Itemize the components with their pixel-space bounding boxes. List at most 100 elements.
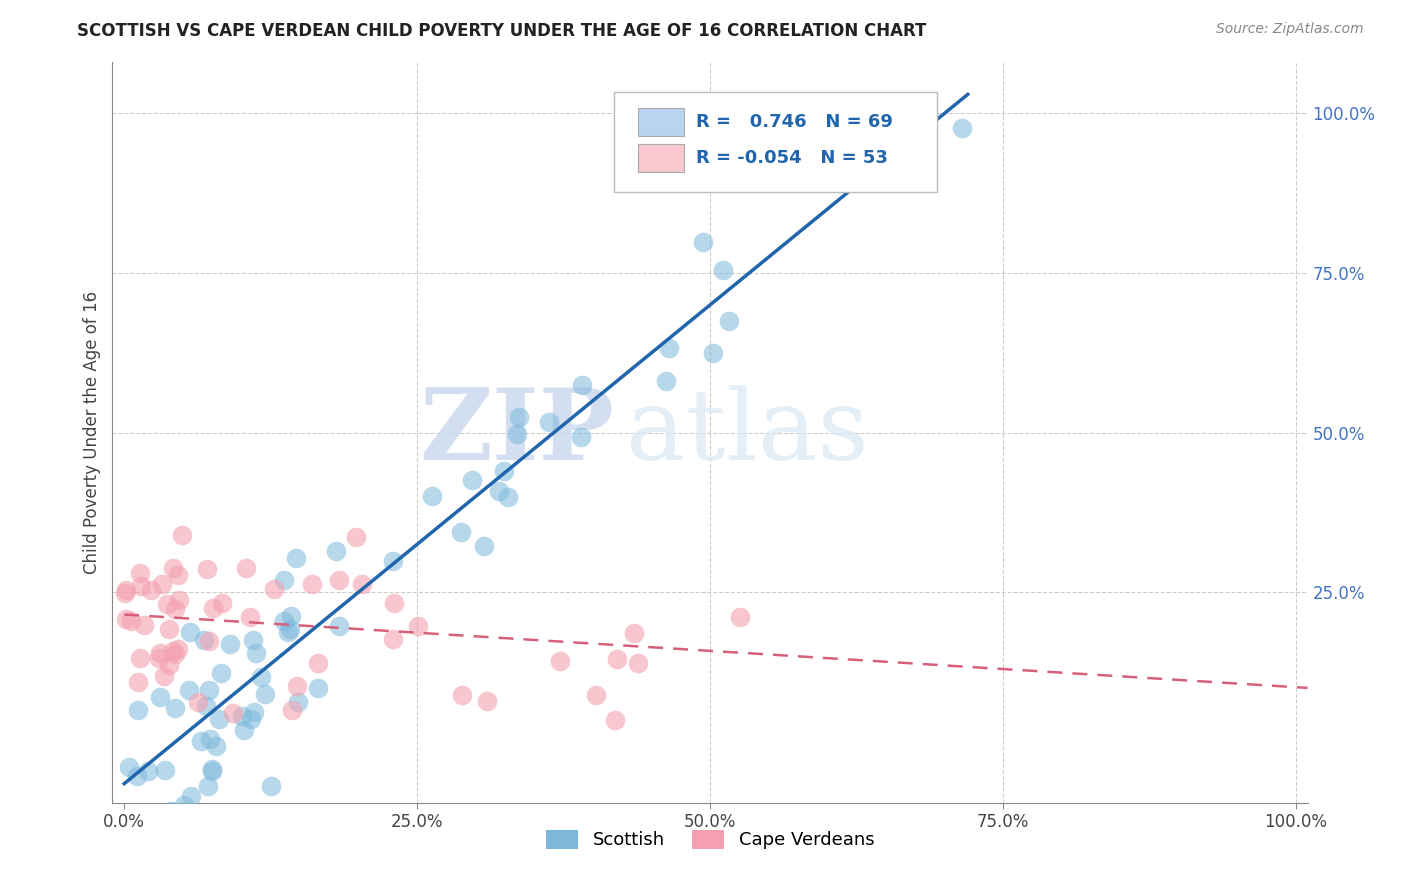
- Point: [205, 739, 228, 754]
- Text: R =   0.746   N = 69: R = 0.746 N = 69: [696, 113, 893, 131]
- Point: [450, 524, 472, 539]
- FancyBboxPatch shape: [614, 92, 938, 192]
- Text: R = -0.054   N = 53: R = -0.054 N = 53: [696, 149, 887, 167]
- Point: [149, 646, 172, 660]
- Point: [232, 723, 254, 737]
- Point: [218, 637, 240, 651]
- Point: [657, 341, 679, 355]
- Point: [117, 760, 139, 774]
- Point: [605, 713, 627, 727]
- FancyBboxPatch shape: [638, 144, 683, 172]
- Point: [477, 694, 499, 708]
- Point: [702, 345, 724, 359]
- Point: [125, 878, 148, 892]
- Text: atlas: atlas: [627, 384, 869, 481]
- Point: [250, 670, 273, 684]
- Point: [114, 612, 136, 626]
- Point: [278, 622, 301, 636]
- FancyBboxPatch shape: [638, 108, 683, 136]
- Point: [162, 561, 184, 575]
- Point: [344, 530, 367, 544]
- Point: [163, 700, 186, 714]
- Point: [263, 582, 285, 596]
- Point: [381, 554, 404, 568]
- Text: ZIP: ZIP: [419, 384, 614, 481]
- Point: [152, 669, 174, 683]
- Point: [197, 683, 219, 698]
- Point: [209, 665, 232, 680]
- Point: [201, 600, 224, 615]
- Point: [157, 658, 180, 673]
- Point: [627, 656, 650, 670]
- Point: [254, 687, 277, 701]
- Text: Source: ZipAtlas.com: Source: ZipAtlas.com: [1216, 22, 1364, 37]
- Point: [242, 632, 264, 647]
- Point: [496, 490, 519, 504]
- Point: [187, 695, 209, 709]
- Point: [285, 680, 308, 694]
- Point: [162, 644, 184, 658]
- Point: [132, 618, 155, 632]
- Point: [451, 689, 474, 703]
- Point: [420, 489, 443, 503]
- Point: [280, 609, 302, 624]
- Point: [352, 577, 374, 591]
- Point: [606, 652, 628, 666]
- Point: [125, 768, 148, 782]
- Point: [115, 582, 138, 597]
- Point: [569, 430, 592, 444]
- Point: [149, 690, 172, 705]
- Point: [287, 695, 309, 709]
- Point: [382, 596, 405, 610]
- Point: [240, 712, 263, 726]
- Point: [193, 633, 215, 648]
- Point: [506, 426, 529, 441]
- Point: [195, 699, 218, 714]
- Point: [717, 314, 740, 328]
- Point: [730, 609, 752, 624]
- Point: [273, 573, 295, 587]
- Point: [120, 614, 142, 628]
- Point: [129, 566, 152, 580]
- Point: [460, 474, 482, 488]
- Point: [157, 622, 180, 636]
- Point: [150, 883, 173, 892]
- Point: [382, 632, 405, 646]
- Point: [153, 763, 176, 777]
- Point: [177, 683, 200, 698]
- Point: [211, 596, 233, 610]
- Point: [585, 688, 607, 702]
- Point: [201, 762, 224, 776]
- Point: [508, 409, 530, 424]
- Point: [148, 651, 170, 665]
- Point: [242, 705, 264, 719]
- Point: [127, 703, 149, 717]
- Point: [328, 618, 350, 632]
- Point: [127, 675, 149, 690]
- Point: [235, 560, 257, 574]
- Point: [277, 624, 299, 639]
- Point: [406, 619, 429, 633]
- Point: [307, 681, 329, 695]
- Point: [494, 464, 516, 478]
- Point: [197, 779, 219, 793]
- Point: [325, 544, 347, 558]
- Point: [208, 712, 231, 726]
- Point: [172, 528, 194, 542]
- Point: [129, 650, 152, 665]
- Point: [114, 586, 136, 600]
- Text: SCOTTISH VS CAPE VERDEAN CHILD POVERTY UNDER THE AGE OF 16 CORRELATION CHART: SCOTTISH VS CAPE VERDEAN CHILD POVERTY U…: [77, 22, 927, 40]
- Point: [488, 484, 510, 499]
- Point: [197, 634, 219, 648]
- Point: [623, 625, 645, 640]
- Point: [195, 562, 218, 576]
- Point: [139, 583, 162, 598]
- Point: [169, 592, 191, 607]
- Point: [156, 597, 179, 611]
- Point: [129, 579, 152, 593]
- Point: [273, 614, 295, 628]
- Point: [136, 764, 159, 778]
- Point: [474, 539, 496, 553]
- Point: [201, 764, 224, 778]
- Point: [711, 262, 734, 277]
